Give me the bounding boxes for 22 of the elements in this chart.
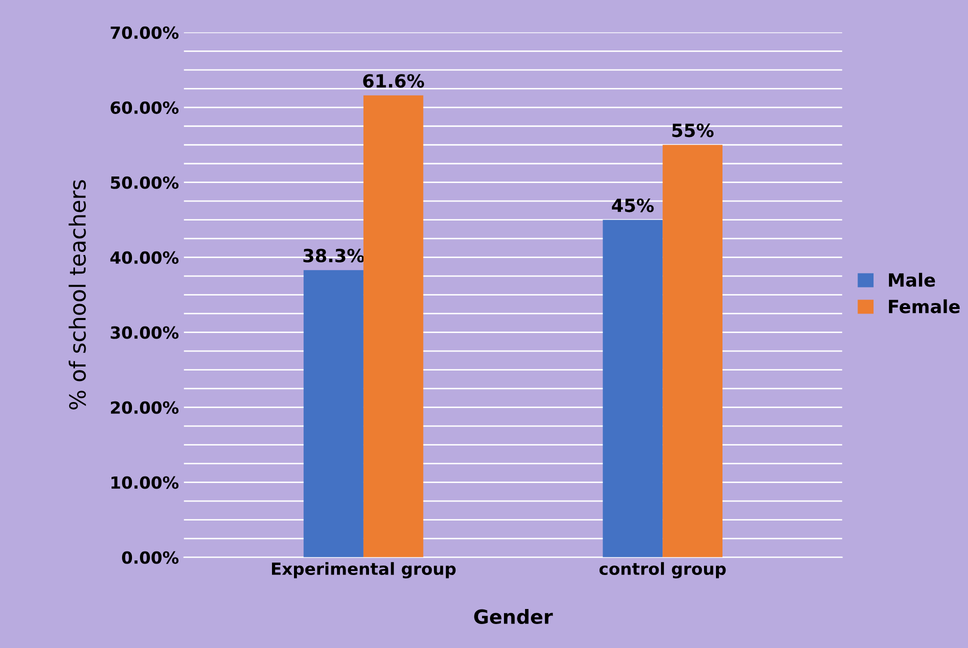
x-tick-label: control group: [599, 562, 726, 578]
data-label: 38.3%: [303, 248, 364, 262]
legend-label: Female: [888, 299, 960, 314]
bar: [662, 144, 722, 558]
bar: [304, 270, 364, 558]
y-tick-label: 60.00%: [110, 101, 179, 114]
y-axis-title: % of school teachers: [68, 180, 86, 410]
y-tick-label: 10.00%: [112, 476, 179, 489]
y-tick-label: 40.00%: [110, 251, 179, 264]
bar: [363, 95, 424, 558]
data-label: 55%: [672, 124, 714, 138]
y-tick-label: 30.00%: [110, 326, 179, 339]
data-label: 61.6%: [363, 74, 424, 88]
x-tick-label: Experimental group: [272, 562, 456, 578]
bar: [602, 220, 663, 558]
y-tick-label: 0.00%: [122, 551, 179, 564]
y-tick-label: 20.00%: [110, 401, 179, 414]
y-tick-label: 50.00%: [110, 176, 179, 189]
legend-label: Male: [888, 272, 936, 287]
x-axis-title: Gender: [474, 608, 553, 624]
y-tick-label: 70.00%: [110, 26, 179, 39]
data-label: 45%: [612, 198, 654, 212]
